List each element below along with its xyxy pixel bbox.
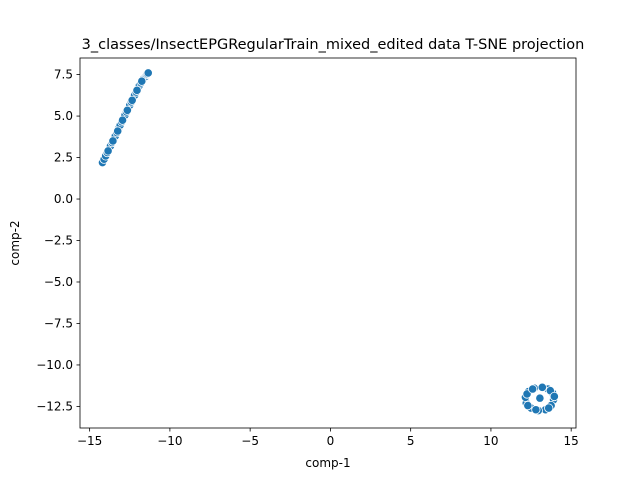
data-point [127, 95, 137, 105]
data-point [535, 393, 545, 403]
x-tick-label: −5 [241, 434, 259, 448]
data-point [108, 136, 118, 146]
x-tick-label: 0 [327, 434, 335, 448]
data-point [122, 105, 132, 115]
x-tick-label: 5 [407, 434, 415, 448]
data-point [523, 401, 533, 411]
y-tick-label: 0.0 [54, 192, 73, 206]
y-axis-ticks: −12.5 −10.0 −7.5 −5.0 −2.5 0.0 2.5 5.0 7.5 [36, 68, 80, 413]
x-axis-ticks: −15 −10 −5 0 5 10 15 [77, 428, 579, 448]
y-tick-label: 7.5 [54, 68, 73, 82]
data-point [544, 403, 554, 413]
data-point [549, 391, 559, 402]
x-axis-label: comp-1 [305, 456, 350, 470]
y-axis-label: comp-2 [8, 220, 22, 265]
data-points [97, 68, 559, 416]
data-point [531, 405, 541, 415]
plot-frame [79, 57, 577, 429]
data-point [132, 85, 142, 95]
x-tick-label: 15 [564, 434, 579, 448]
data-point [103, 146, 113, 156]
y-tick-label: −7.5 [44, 316, 73, 330]
x-tick-label: −15 [77, 434, 102, 448]
x-tick-label: 10 [483, 434, 498, 448]
data-point [113, 126, 123, 136]
data-point [528, 384, 538, 394]
y-tick-label: 2.5 [54, 151, 73, 165]
y-tick-label: −12.5 [36, 399, 73, 413]
y-tick-label: 5.0 [54, 109, 73, 123]
data-point [143, 68, 153, 78]
x-tick-label: −10 [157, 434, 182, 448]
y-tick-label: −10.0 [36, 358, 73, 372]
y-tick-label: −2.5 [44, 234, 73, 248]
data-point [117, 115, 128, 125]
y-tick-label: −5.0 [44, 275, 73, 289]
data-point [137, 76, 147, 86]
data-point [537, 382, 547, 392]
chart-title: 3_classes/InsectEPGRegularTrain_mixed_ed… [82, 37, 585, 53]
